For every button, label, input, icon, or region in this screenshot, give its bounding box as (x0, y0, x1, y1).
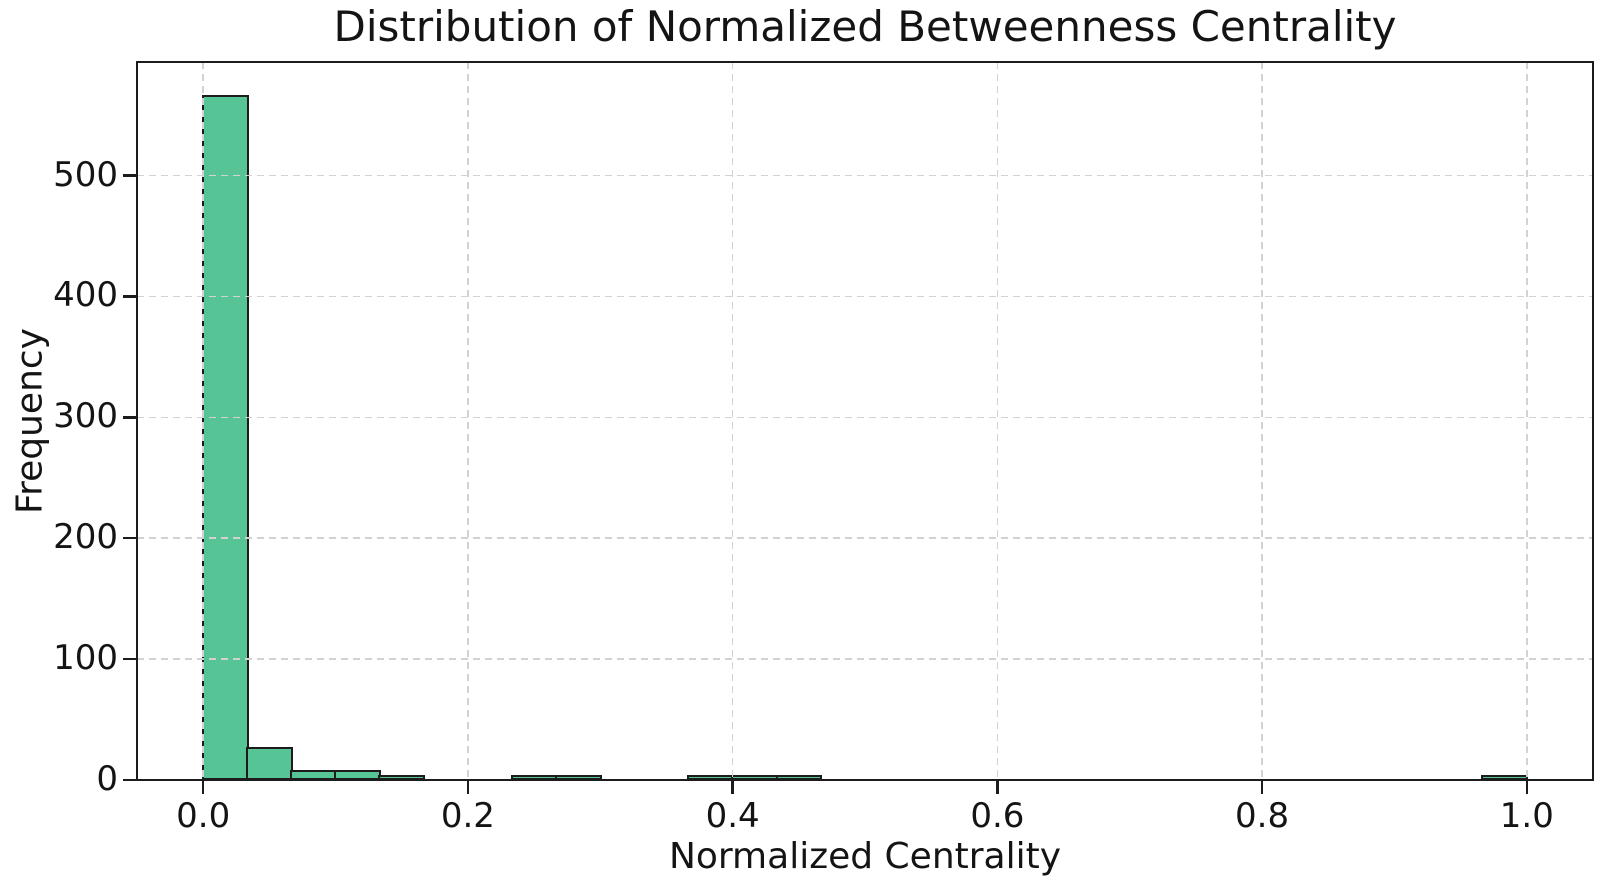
gridline-vertical (467, 62, 469, 780)
gridline-vertical (1261, 62, 1263, 780)
x-tick-mark (466, 781, 470, 794)
gridline-horizontal (137, 295, 1593, 298)
x-axis-label: Normalized Centrality (668, 836, 1062, 877)
gridline-vertical (1526, 62, 1528, 780)
y-tick-label: 400 (53, 275, 118, 316)
y-tick-mark (123, 174, 136, 177)
y-tick-label: 0 (96, 759, 118, 799)
gridline-horizontal (137, 658, 1593, 660)
x-tick-mark (201, 781, 205, 794)
y-tick-mark (123, 416, 136, 419)
y-tick-mark (123, 778, 136, 782)
y-tick-label: 300 (53, 396, 118, 437)
gridline-horizontal (137, 174, 1593, 177)
y-tick-label: 100 (53, 638, 118, 679)
x-tick-mark (1525, 781, 1529, 794)
x-tick-mark (996, 781, 999, 794)
x-tick-label: 0.2 (440, 796, 495, 836)
gridline-vertical (202, 62, 204, 780)
y-tick-mark (123, 657, 136, 661)
axis-spine-left (135, 60, 139, 782)
gridline-vertical (996, 62, 999, 780)
x-tick-mark (1260, 781, 1264, 794)
x-tick-label: 0.4 (705, 796, 760, 836)
y-tick-label: 200 (53, 517, 118, 558)
y-tick-label: 500 (53, 154, 118, 195)
axis-spine-bottom (135, 778, 1595, 782)
histogram-bar (201, 94, 249, 780)
axis-spine-top (135, 60, 1595, 64)
axis-spine-right (1591, 60, 1595, 782)
gridline-horizontal (137, 416, 1593, 419)
y-tick-mark (123, 536, 136, 540)
gridline-horizontal (137, 537, 1593, 540)
chart-title: Distribution of Normalized Betweenness C… (333, 2, 1397, 51)
x-tick-label: 0.8 (1235, 796, 1290, 836)
x-tick-label: 1.0 (1499, 796, 1554, 836)
gridline-vertical (731, 62, 734, 780)
histogram-bar (246, 747, 293, 780)
y-tick-mark (123, 295, 136, 298)
x-tick-label: 0.0 (176, 796, 231, 836)
x-tick-label: 0.6 (970, 796, 1025, 836)
x-tick-mark (731, 781, 734, 794)
